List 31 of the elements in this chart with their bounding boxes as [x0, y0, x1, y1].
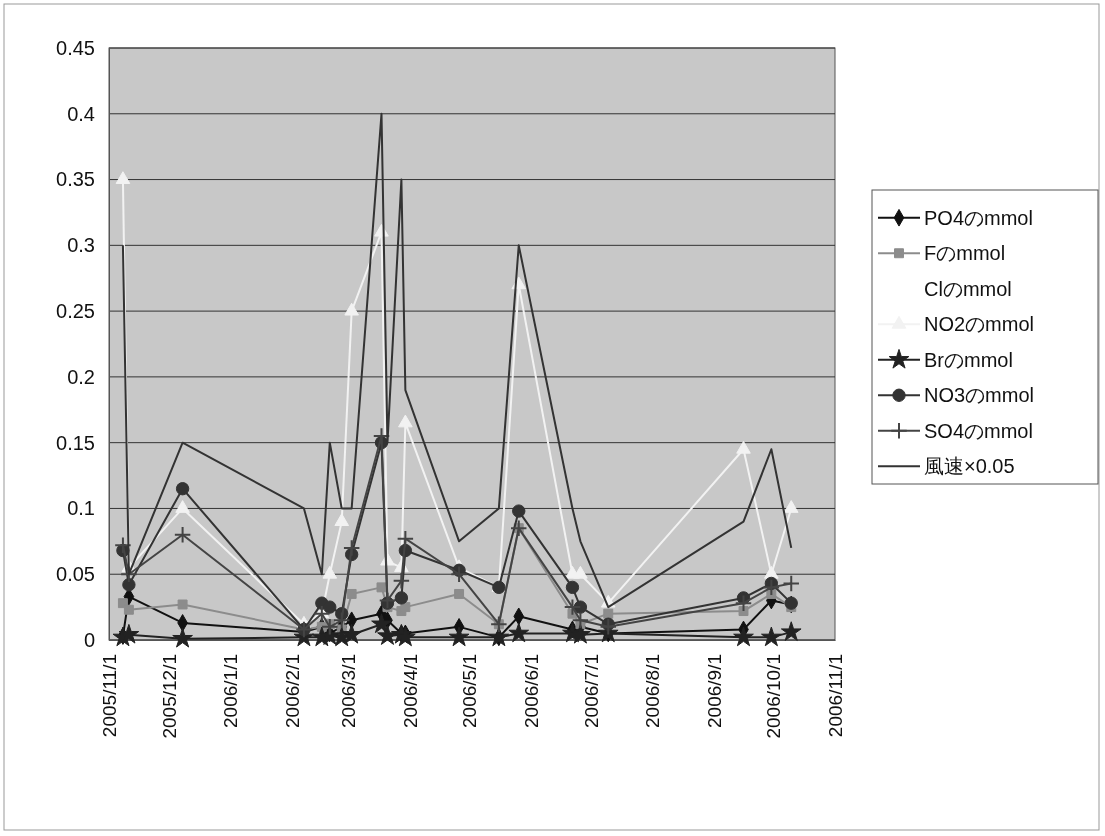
x-tick-label: 2005/12/1 — [158, 654, 180, 739]
x-tick-label: 2006/7/1 — [580, 654, 602, 728]
text: Clのmmol — [924, 277, 1012, 300]
y-tick-label: 0.05 — [56, 563, 95, 586]
x-tick-label: 2006/11/1 — [825, 654, 847, 738]
x-tick-label: 2006/10/1 — [763, 654, 785, 739]
legend-label: Brのmmol — [924, 348, 1013, 371]
x-tick-label: 2006/9/1 — [703, 654, 725, 728]
x-tick-label: 2005/11/1 — [99, 654, 121, 738]
x-tick-label: 2006/6/1 — [520, 654, 542, 728]
y-tick-label: 0.35 — [56, 168, 95, 191]
legend-label: Fのmmol — [924, 242, 1006, 265]
x-tick-label: 2006/3/1 — [337, 654, 359, 728]
y-tick-label: 0.3 — [67, 234, 95, 257]
x-tick-label: 2006/2/1 — [282, 654, 304, 728]
legend-label: SO4のmmol — [924, 419, 1033, 442]
x-tick-label: 2006/5/1 — [459, 654, 481, 728]
y-tick-label: 0.25 — [56, 300, 95, 323]
legend-label: PO4のmmol — [924, 206, 1033, 229]
x-tick-label: 2006/4/1 — [399, 654, 421, 728]
y-tick-label: 0.4 — [67, 102, 95, 125]
legend-label: NO3のmmol — [924, 384, 1035, 407]
legend-label: 風速×0.05 — [924, 455, 1015, 478]
y-tick-label: 0.15 — [56, 431, 95, 454]
y-tick-label: 0.2 — [67, 365, 95, 388]
x-tick-label: 2006/8/1 — [642, 654, 664, 728]
x-tick-label: 2006/1/1 — [220, 654, 242, 728]
legend-label: NO2のmmol — [924, 313, 1035, 336]
y-tick-label: 0.45 — [56, 36, 95, 59]
y-tick-label: 0 — [83, 628, 95, 651]
y-tick-label: 0.1 — [67, 497, 95, 520]
